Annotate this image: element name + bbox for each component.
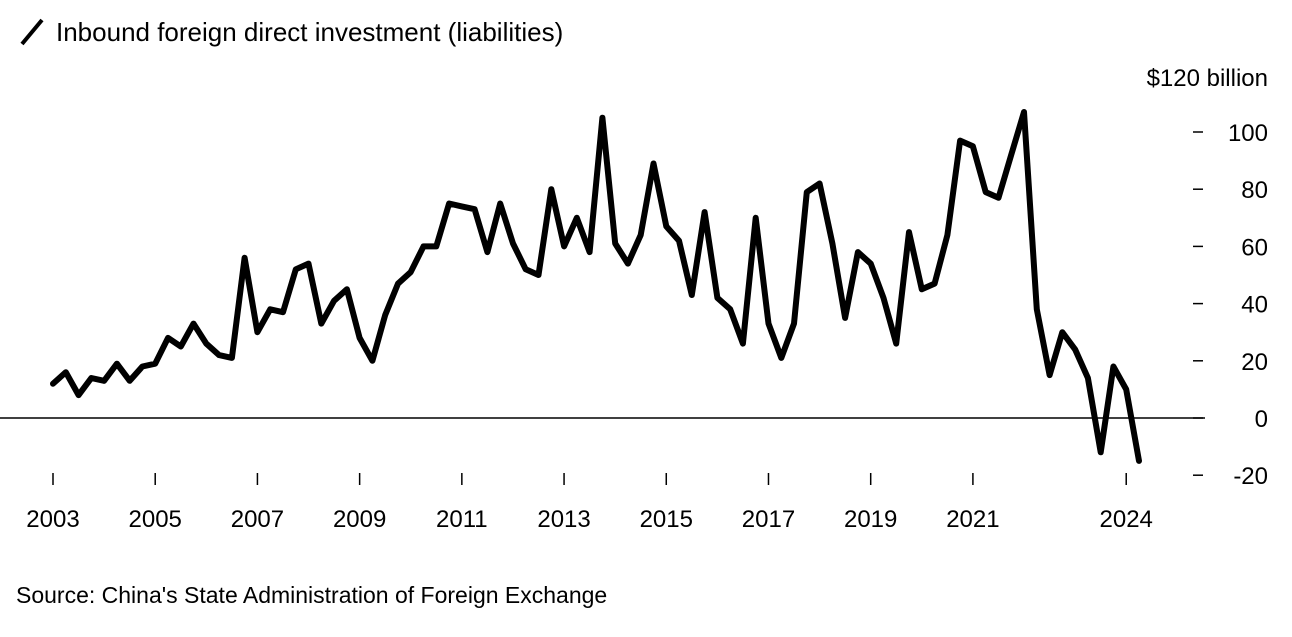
y-tick-label: 20 <box>1241 349 1268 376</box>
legend-swatch <box>20 18 44 46</box>
legend-label: Inbound foreign direct investment (liabi… <box>56 17 563 47</box>
source-note: Source: China's State Administration of … <box>16 582 607 608</box>
y-tick-label: 0 <box>1255 406 1268 433</box>
legend: Inbound foreign direct investment (liabi… <box>20 17 563 47</box>
x-tick-label: 2005 <box>129 506 182 533</box>
y-axis: -20 0 20 40 60 80 100 <box>1193 120 1268 490</box>
y-axis-unit-label: $120 billion <box>1147 65 1268 92</box>
x-tick-label: 2017 <box>742 506 795 533</box>
x-tick-label: 2011 <box>436 506 488 533</box>
x-tick-label: 2019 <box>844 506 897 533</box>
x-tick-label: 2015 <box>640 506 693 533</box>
x-tick-label: 2009 <box>333 506 386 533</box>
y-tick-label: 60 <box>1241 234 1268 261</box>
x-tick-label: 2024 <box>1100 506 1153 533</box>
y-tick-label: 100 <box>1228 120 1268 147</box>
y-tick-label: -20 <box>1233 463 1268 490</box>
x-tick-label: 2003 <box>26 506 79 533</box>
series-line <box>50 109 1142 464</box>
y-tick-label: 40 <box>1241 292 1268 319</box>
x-tick-label: 2007 <box>231 506 284 533</box>
x-tick-label: 2021 <box>946 506 999 533</box>
y-tick-label: 80 <box>1241 177 1268 204</box>
x-tick-label: 2013 <box>537 506 590 533</box>
x-axis: 2003 2005 2007 2009 2011 2013 2015 2017 2019 2021… <box>26 473 1153 533</box>
